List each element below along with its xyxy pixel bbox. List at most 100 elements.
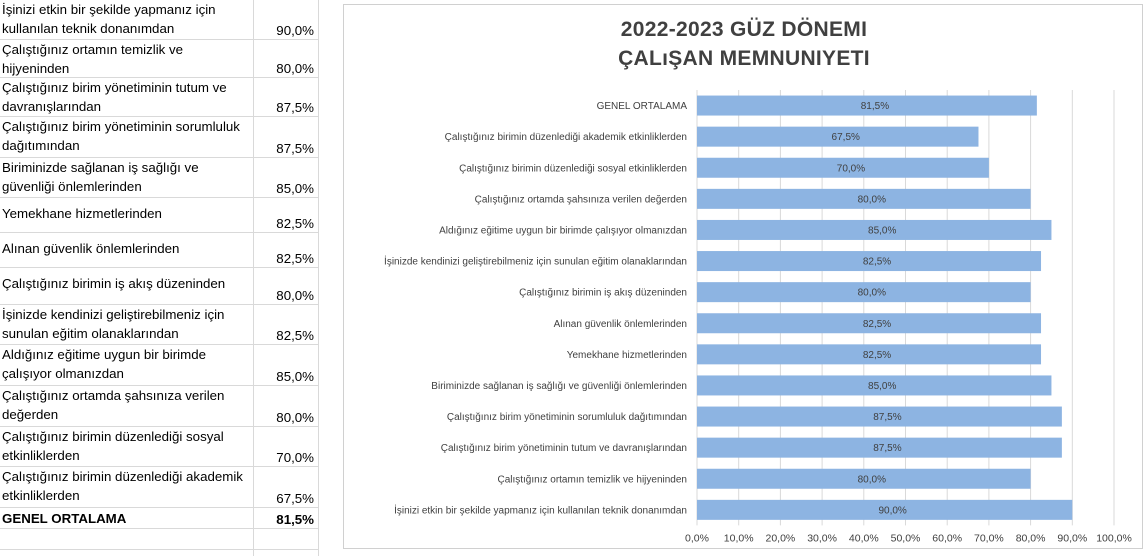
row-value: 87,5% (276, 141, 314, 156)
category-label: Çalıştığınız birimin düzenlediği akademi… (445, 132, 687, 143)
data-label: 80,0% (858, 194, 886, 205)
table-row[interactable]: Aldığınız eğitime uygun bir birimde çalı… (0, 345, 318, 386)
chart-title-line1: 2022-2023 GÜZ DÖNEMI (620, 18, 868, 41)
table-row[interactable]: Çalıştığınız birimin düzenlediği sosyal … (0, 427, 318, 467)
x-tick-label: 90,0% (1057, 532, 1087, 544)
category-label: İşinizde kendinizi geliştirebilmeniz içi… (384, 255, 687, 268)
bar[interactable] (697, 375, 1052, 396)
table-row[interactable]: Çalıştığınız ortamın temizlik ve hijyeni… (0, 40, 318, 78)
row-value: 67,5% (276, 491, 314, 506)
category-label: Aldığınız eğitime uygun bir birimde çalı… (439, 225, 687, 236)
table-row[interactable]: Çalıştığınız birim yönetiminin sorumlulu… (0, 117, 318, 158)
bar[interactable] (697, 344, 1042, 365)
bar[interactable] (697, 499, 1073, 520)
row-label: Çalıştığınız birim yönetiminin sorumlulu… (2, 119, 240, 153)
column-divider (318, 0, 319, 556)
bar[interactable] (697, 437, 1062, 458)
row-label: İşinizi etkin bir şekilde yapmanız için … (2, 2, 216, 36)
table-row[interactable]: Alınan güvenlik önlemlerinden 82,5% (0, 233, 318, 268)
data-label: 67,5% (832, 132, 860, 143)
bar-chart[interactable]: 2022-2023 GÜZ DÖNEMI ÇALıŞAN MEMNUNIYETI… (343, 4, 1143, 549)
row-value: 80,0% (276, 410, 314, 425)
row-label: Çalıştığınız ortamda şahsınıza verilen d… (2, 388, 225, 422)
row-value: 70,0% (276, 450, 314, 465)
bar[interactable] (697, 282, 1031, 303)
data-label: 85,0% (868, 381, 896, 392)
row-value: 81,5% (276, 512, 314, 527)
data-label: 81,5% (861, 101, 889, 112)
table-row[interactable]: GENEL ORTALAMA 81,5% (0, 508, 318, 529)
column-divider (253, 0, 254, 556)
category-label: Çalıştığınız ortamın temizlik ve hijyeni… (497, 474, 687, 485)
table-row[interactable]: Çalıştığınız birimin düzenlediği akademi… (0, 467, 318, 508)
category-label: İşinizi etkin bir şekilde yapmanız için … (394, 503, 687, 516)
x-tick-label: 80,0% (1016, 532, 1046, 544)
table-row[interactable]: Çalıştığınız ortamda şahsınıza verilen d… (0, 386, 318, 427)
bar[interactable] (697, 251, 1042, 272)
category-label: Biriminizde sağlanan iş sağlığı ve güven… (431, 381, 687, 392)
row-value: 82,5% (276, 251, 314, 266)
category-label: Yemekhane hizmetlerinden (567, 350, 687, 361)
row-value: 80,0% (276, 61, 314, 76)
row-label: Yemekhane hizmetlerinden (2, 206, 162, 221)
row-label: Çalıştığınız ortamın temizlik ve hijyeni… (2, 42, 184, 76)
data-label: 82,5% (863, 319, 891, 330)
row-label: Çalıştığınız birimin iş akış düzeninden (2, 276, 226, 291)
row-label: Biriminizde sağlanan iş sağlığı ve güven… (2, 160, 199, 194)
data-label: 82,5% (863, 350, 891, 361)
data-label: 80,0% (858, 474, 886, 485)
table-row[interactable]: Biriminizde sağlanan iş sağlığı ve güven… (0, 158, 318, 198)
chart-title-line2: ÇALıŞAN MEMNUNIYETI (618, 47, 870, 70)
row-value: 85,0% (276, 369, 314, 384)
bar[interactable] (697, 219, 1052, 240)
row-label: Çalıştığınız birim yönetiminin tutum ve … (2, 80, 227, 114)
bar[interactable] (697, 468, 1031, 489)
row-label: Alınan güvenlik önlemlerinden (2, 241, 180, 256)
row-value: 80,0% (276, 288, 314, 303)
table-row[interactable]: Çalıştığınız birim yönetiminin tutum ve … (0, 78, 318, 117)
chart-plot: 0,0% 10,0% 20,0% 30,0% 40,0% 50,0% 60,0% 70,0% 8… (384, 90, 1132, 544)
bar[interactable] (697, 188, 1031, 209)
bar[interactable] (697, 157, 989, 178)
category-label: Çalıştığınız birim yönetiminin tutum ve … (441, 443, 687, 454)
row-label: GENEL ORTALAMA (2, 511, 127, 526)
data-label: 80,0% (858, 288, 886, 299)
table-row[interactable]: İşinizde kendinizi geliştirebilmeniz içi… (0, 305, 318, 345)
table-row[interactable]: Çalıştığınız birimin iş akış düzeninden 8… (0, 268, 318, 305)
x-tick-label: 50,0% (891, 532, 921, 544)
x-tick-label: 20,0% (766, 532, 796, 544)
table-row[interactable]: Yemekhane hizmetlerinden 82,5% (0, 198, 318, 233)
chart-title: 2022-2023 GÜZ DÖNEMI ÇALıŞAN MEMNUNIYETI (344, 15, 1144, 73)
row-value: 85,0% (276, 181, 314, 196)
bar[interactable] (697, 313, 1042, 334)
row-label: Çalıştığınız birimin düzenlediği akademi… (2, 469, 243, 503)
bar[interactable] (697, 95, 1037, 116)
row-label: İşinizde kendinizi geliştirebilmeniz içi… (2, 307, 225, 341)
data-label: 85,0% (868, 225, 896, 236)
bar[interactable] (697, 406, 1062, 427)
data-label: 70,0% (837, 163, 865, 174)
x-tick-label: 70,0% (974, 532, 1004, 544)
data-label: 90,0% (878, 505, 906, 516)
x-tick-label: 10,0% (724, 532, 754, 544)
empty-row[interactable] (0, 529, 318, 550)
row-value: 90,0% (276, 23, 314, 38)
category-label: Alınan güvenlik önlemlerinden (554, 319, 687, 330)
data-label: 82,5% (863, 257, 891, 268)
data-label: 87,5% (873, 412, 901, 423)
x-tick-label: 40,0% (849, 532, 879, 544)
category-label: Çalıştığınız birim yönetiminin sorumlulu… (447, 412, 687, 423)
table-row[interactable]: İşinizi etkin bir şekilde yapmanız için … (0, 0, 318, 40)
category-label: GENEL ORTALAMA (597, 101, 688, 112)
x-tick-label: 100,0% (1096, 532, 1132, 544)
x-tick-label: 60,0% (932, 532, 962, 544)
x-tick-label: 30,0% (807, 532, 837, 544)
row-value: 87,5% (276, 100, 314, 115)
x-tick-label: 0,0% (685, 532, 709, 544)
row-label: Aldığınız eğitime uygun bir birimde çalı… (2, 347, 206, 381)
row-value: 82,5% (276, 216, 314, 231)
bar[interactable] (697, 126, 979, 147)
data-label: 87,5% (873, 443, 901, 454)
row-value: 82,5% (276, 328, 314, 343)
